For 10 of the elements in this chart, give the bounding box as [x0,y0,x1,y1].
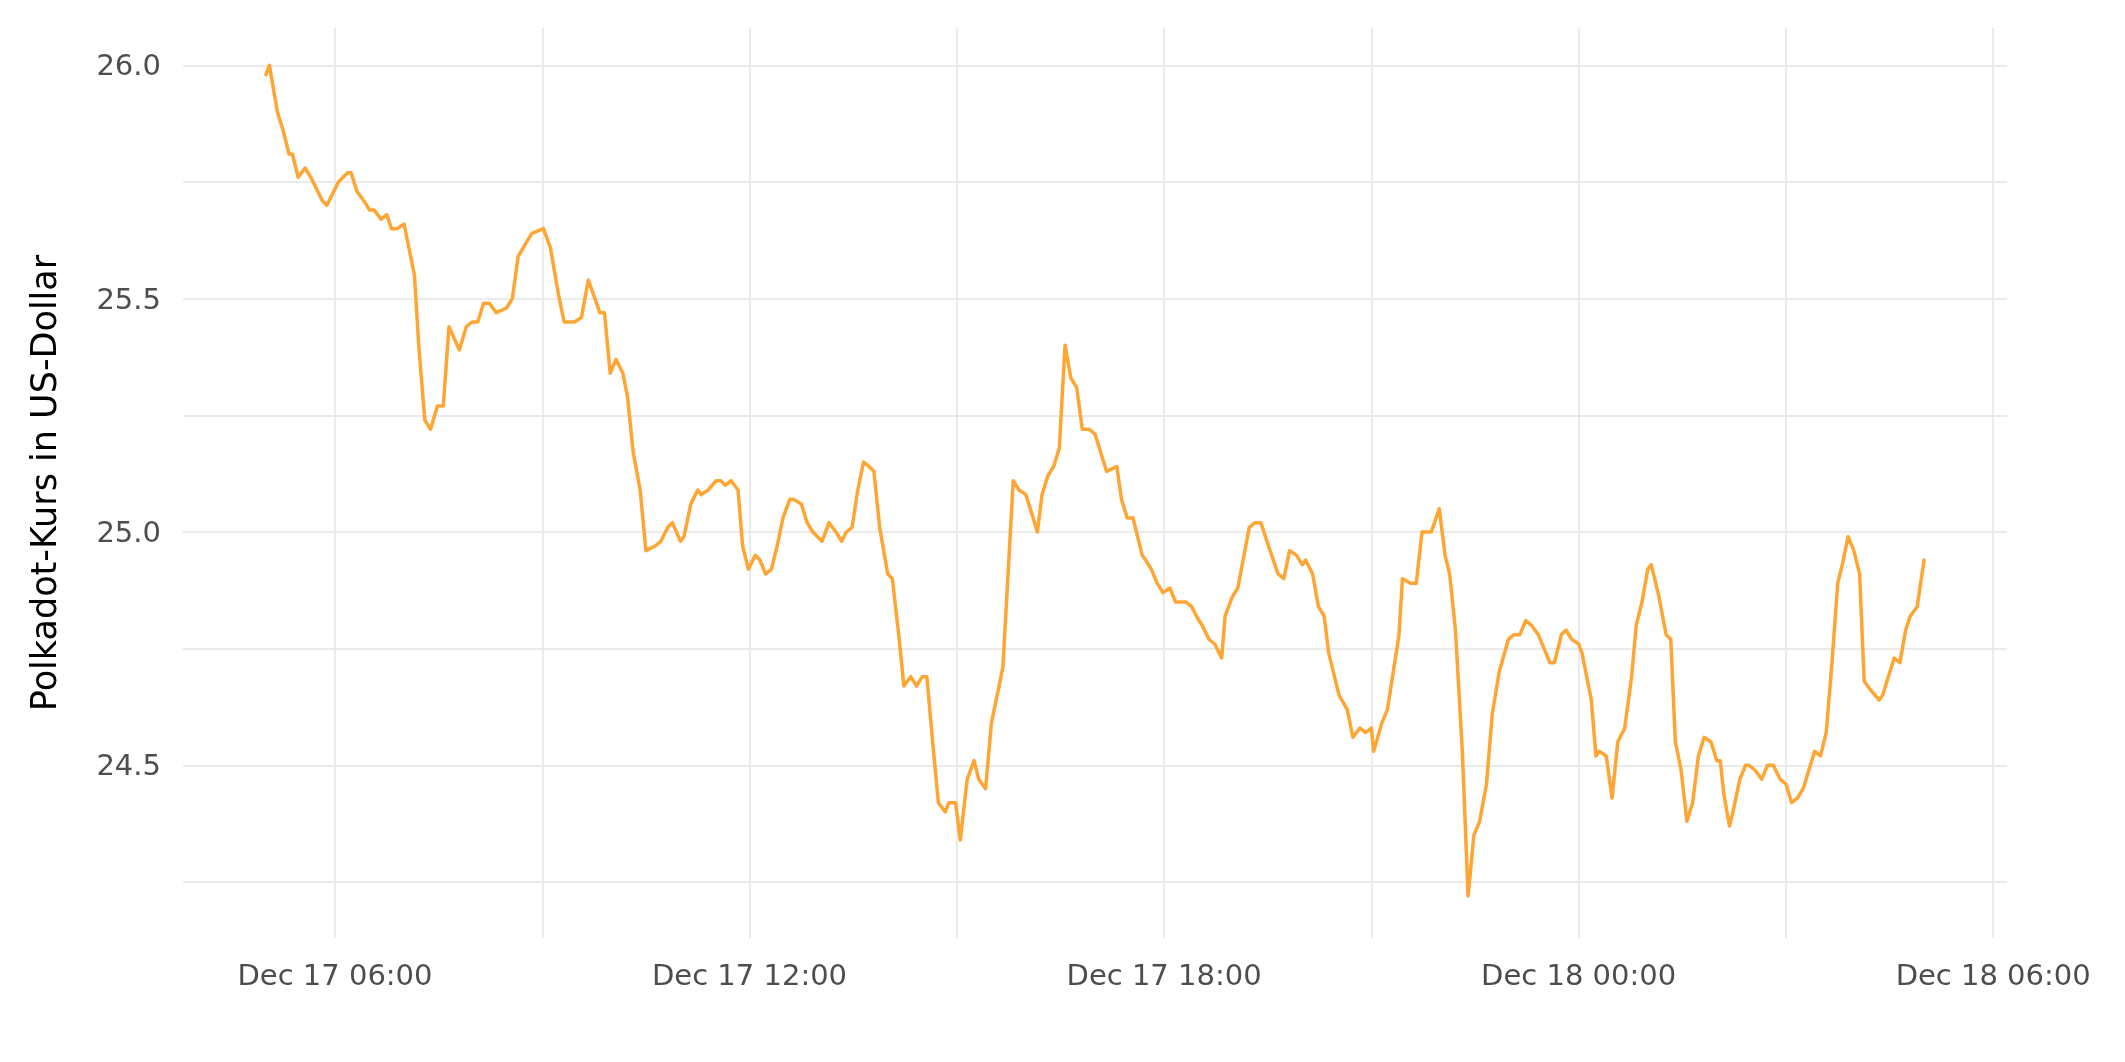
y-tick-label: 26.0 [96,48,161,83]
x-tick-label: Dec 18 00:00 [1481,957,1677,992]
x-tick-label: Dec 17 12:00 [652,957,848,992]
y-tick-label: 25.5 [96,281,161,316]
x-tick-label: Dec 17 06:00 [237,957,433,992]
y-tick-label: 24.5 [96,748,161,783]
y-tick-label: 25.0 [96,515,161,549]
y-axis-title: Polkadot-Kurs in US-Dollar [23,254,64,712]
x-tick-label: Dec 18 06:00 [1895,957,2091,992]
x-tick-label: Dec 17 18:00 [1066,957,1262,992]
